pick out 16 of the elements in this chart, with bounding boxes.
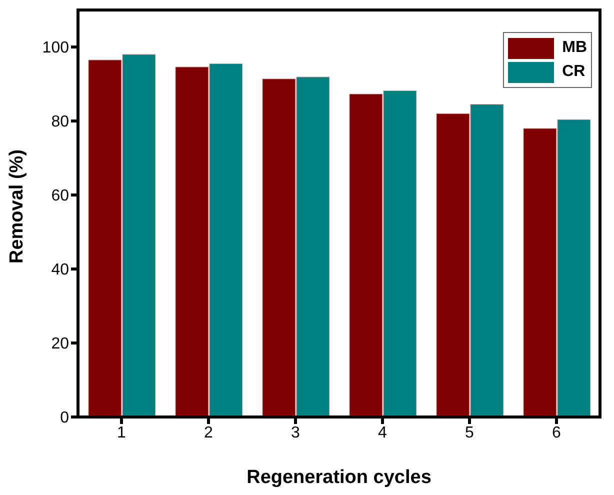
legend-label: CR — [562, 63, 586, 81]
y-tick-label: 40 — [51, 262, 70, 279]
legend-label: MB — [562, 39, 587, 57]
x-tick-label: 2 — [204, 424, 214, 442]
x-tick-label: 1 — [117, 424, 126, 442]
x-tick-label: 4 — [378, 424, 388, 442]
x-axis-title: Regeneration cycles — [246, 467, 432, 488]
y-tick-label: 60 — [51, 188, 70, 205]
y-tick-label: 20 — [51, 336, 70, 353]
y-tick-label: 80 — [51, 114, 70, 131]
y-tick-label: 0 — [60, 410, 70, 427]
y-axis-title: Removal (%) — [6, 149, 28, 264]
y-tick-label: 100 — [42, 40, 70, 57]
x-tick-label: 5 — [465, 424, 474, 442]
x-tick-label: 6 — [552, 424, 562, 442]
x-tick-label: 3 — [291, 424, 300, 442]
